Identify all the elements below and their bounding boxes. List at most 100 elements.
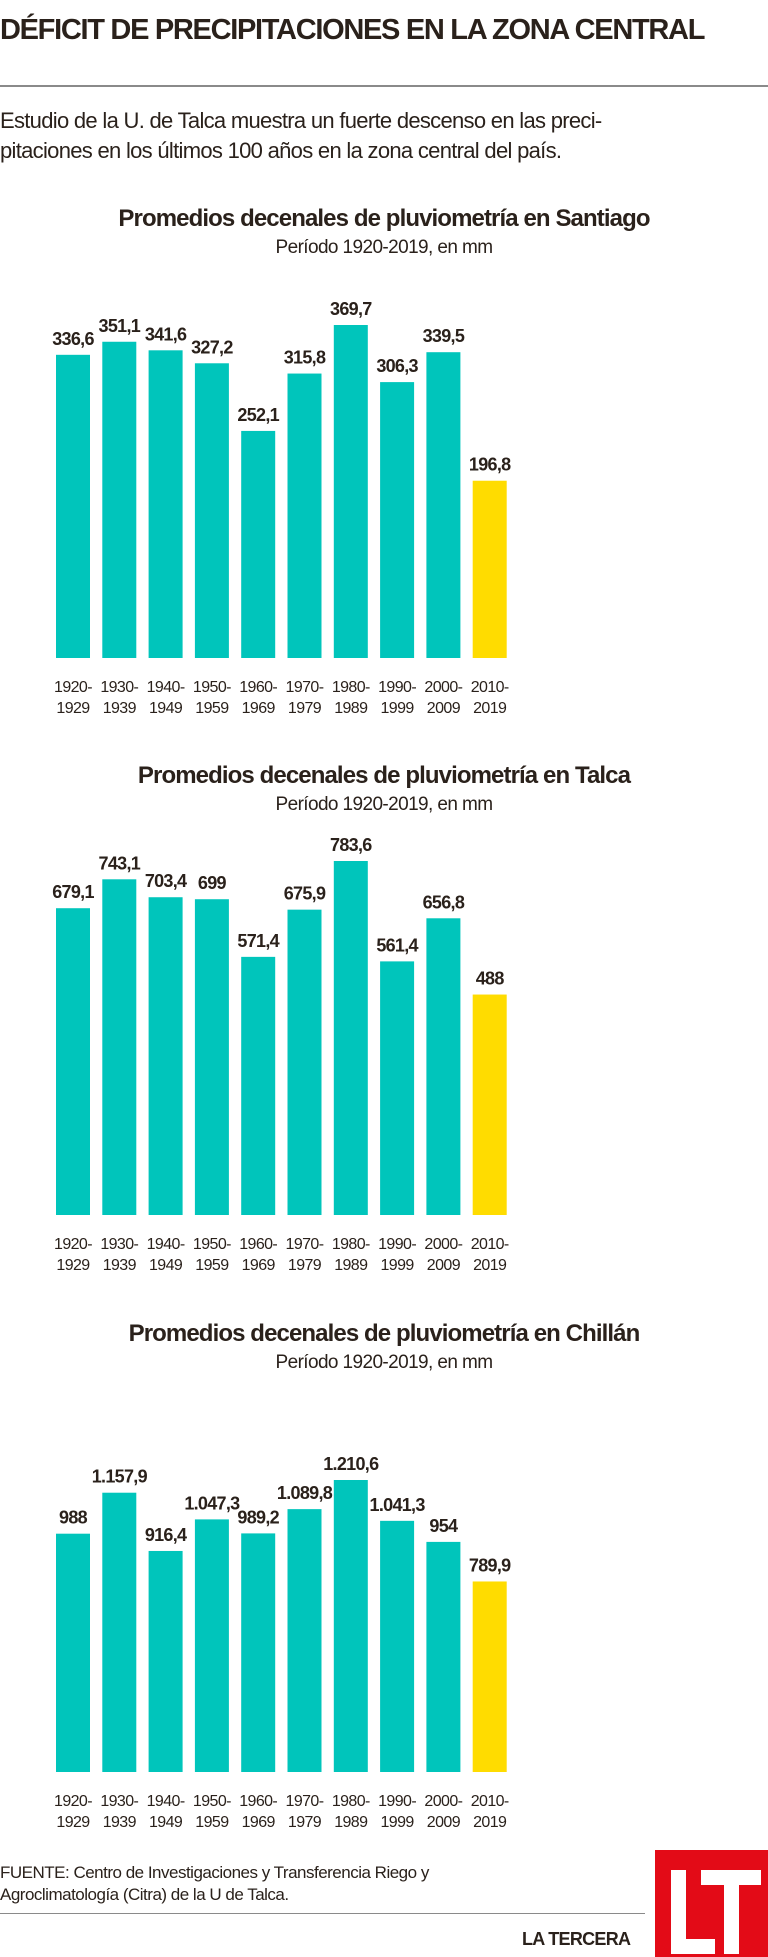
x-tick-label: 1950- — [193, 1793, 231, 1810]
data-label: 341,6 — [145, 324, 187, 344]
x-tick-label: 2009 — [427, 1814, 461, 1831]
x-tick-label: 1990- — [378, 1793, 416, 1810]
bar — [194, 363, 229, 658]
data-label: 561,4 — [376, 935, 418, 955]
x-tick-label: 1929 — [56, 1257, 90, 1274]
x-tick-label: 1950- — [193, 679, 231, 696]
bar — [102, 879, 137, 1215]
x-tick-label: 1949 — [149, 700, 183, 717]
bar — [380, 382, 415, 658]
x-tick-label: 1990- — [378, 679, 416, 696]
intro-line-2: pitaciones en los últimos 100 años en la… — [0, 138, 562, 163]
x-tick-label: 1980- — [332, 1793, 370, 1810]
data-label: 783,6 — [330, 835, 372, 855]
x-tick-label: 1939 — [103, 1257, 137, 1274]
data-label: 315,8 — [284, 348, 326, 368]
chart-subtitle-santiago: Período 1920-2019, en mm — [275, 237, 494, 258]
x-tick-label: 1940- — [147, 1236, 185, 1253]
source-note: FUENTE: Centro de Investigaciones y Tran… — [0, 1862, 640, 1906]
data-label: 699 — [198, 873, 227, 893]
bar — [287, 373, 322, 658]
x-tick-label: 1970- — [286, 1793, 324, 1810]
x-tick-label: 1940- — [147, 679, 185, 696]
x-tick-label: 1969 — [242, 1814, 276, 1831]
bar — [472, 480, 507, 658]
x-tick-label: 2000- — [424, 1793, 462, 1810]
x-tick-label: 2000- — [424, 679, 462, 696]
x-tick-label: 1940- — [147, 1793, 185, 1810]
bar — [472, 994, 507, 1215]
data-label: 1.089,8 — [277, 1483, 333, 1503]
data-label: 252,1 — [237, 405, 279, 425]
bar — [380, 1520, 415, 1772]
chart-title-santiago: Promedios decenales de pluviometría en S… — [118, 205, 650, 232]
footer-divider — [0, 1913, 645, 1914]
data-label: 1.210,6 — [323, 1454, 379, 1474]
x-tick-label: 1949 — [149, 1257, 183, 1274]
x-tick-label: 1969 — [242, 1257, 276, 1274]
data-label: 789,9 — [469, 1555, 511, 1575]
bar — [194, 1519, 229, 1772]
x-tick-label: 1990- — [378, 1236, 416, 1253]
x-tick-label: 2010- — [471, 1793, 509, 1810]
x-tick-label: 1979 — [288, 700, 322, 717]
x-tick-label: 1920- — [54, 1236, 92, 1253]
data-label: 1.041,3 — [370, 1495, 426, 1515]
x-tick-label: 1959 — [195, 1257, 229, 1274]
data-label: 196,8 — [469, 455, 511, 475]
x-tick-label: 1980- — [332, 1236, 370, 1253]
data-label: 351,1 — [99, 316, 141, 336]
x-tick-label: 1960- — [239, 1236, 277, 1253]
bar — [241, 430, 276, 658]
source-line-1: FUENTE: Centro de Investigaciones y Tran… — [0, 1863, 429, 1882]
x-tick-label: 1920- — [54, 1793, 92, 1810]
chart-subtitle-talca: Período 1920-2019, en mm — [275, 794, 494, 815]
data-label: 703,4 — [145, 871, 187, 891]
x-tick-label: 1930- — [100, 679, 138, 696]
intro-text: Estudio de la U. de Talca muestra un fue… — [0, 106, 768, 166]
x-tick-label: 1929 — [56, 1814, 90, 1831]
bar — [333, 325, 368, 658]
intro-line-1: Estudio de la U. de Talca muestra un fue… — [0, 108, 602, 133]
bar — [333, 1480, 368, 1772]
data-label: 916,4 — [145, 1525, 187, 1545]
bar — [102, 1492, 137, 1772]
bar — [56, 908, 90, 1215]
headline-divider — [0, 85, 768, 87]
bar — [148, 350, 183, 658]
bar — [426, 918, 461, 1215]
x-tick-label: 2000- — [424, 1236, 462, 1253]
bar — [148, 1550, 183, 1772]
x-tick-label: 1939 — [103, 700, 137, 717]
x-tick-label: 2009 — [427, 700, 461, 717]
data-label: 656,8 — [423, 892, 465, 912]
x-tick-label: 2019 — [473, 700, 507, 717]
x-tick-label: 1970- — [286, 679, 324, 696]
bar — [194, 899, 229, 1215]
data-label: 488 — [476, 969, 505, 989]
x-tick-label: 1929 — [56, 700, 90, 717]
la-tercera-logo — [655, 1850, 768, 1957]
data-label: 675,9 — [284, 884, 326, 904]
x-tick-label: 1930- — [100, 1236, 138, 1253]
x-tick-label: 1970- — [286, 1236, 324, 1253]
lt-logo-icon — [671, 1870, 761, 1954]
data-label: 954 — [429, 1516, 458, 1536]
bar — [380, 961, 415, 1215]
x-tick-label: 1920- — [54, 679, 92, 696]
data-label: 989,2 — [237, 1507, 279, 1527]
x-tick-label: 1959 — [195, 700, 229, 717]
x-tick-label: 1989 — [334, 700, 368, 717]
bar — [241, 956, 276, 1215]
bar — [333, 861, 368, 1215]
data-label: 1.047,3 — [184, 1493, 240, 1513]
bar — [56, 1533, 90, 1772]
data-label: 571,4 — [237, 931, 279, 951]
data-label: 988 — [59, 1508, 88, 1528]
x-tick-label: 2009 — [427, 1257, 461, 1274]
bar — [426, 352, 461, 658]
data-label: 679,1 — [52, 882, 94, 902]
